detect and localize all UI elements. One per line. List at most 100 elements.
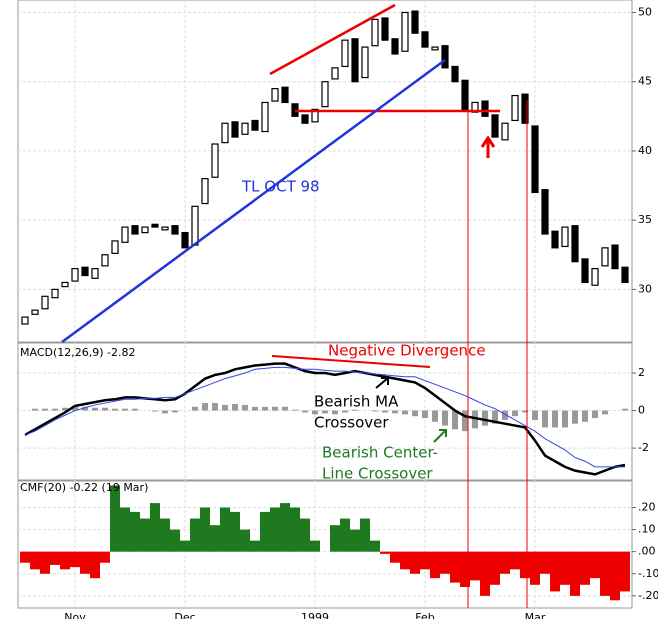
histogram-bar bbox=[172, 410, 178, 413]
panel-frame bbox=[17, 342, 633, 481]
candle bbox=[271, 88, 279, 102]
y-tick-label: 30 bbox=[638, 282, 652, 295]
histogram-bar bbox=[62, 407, 68, 411]
cmf-bar bbox=[30, 551, 40, 570]
candle bbox=[481, 100, 489, 117]
cmf-bar bbox=[440, 551, 450, 574]
candle bbox=[331, 67, 339, 80]
candle bbox=[341, 39, 349, 68]
panel-label: CMF(20) -0.22 (19 Mar) bbox=[20, 481, 148, 494]
cmf-bar bbox=[500, 551, 510, 574]
histogram-bar bbox=[192, 406, 198, 411]
cmf-bar bbox=[550, 551, 560, 592]
cmf-bar bbox=[240, 529, 250, 552]
cmf-bar bbox=[130, 511, 140, 552]
candle bbox=[61, 281, 69, 288]
arrow bbox=[375, 377, 389, 389]
candle bbox=[261, 101, 269, 133]
cmf-bar bbox=[540, 551, 550, 574]
cmf-bar bbox=[200, 507, 210, 552]
cmf-bar bbox=[260, 511, 270, 552]
histogram-bar bbox=[272, 406, 278, 411]
x-tick-label: Mar bbox=[525, 611, 546, 619]
cmf-bar bbox=[100, 551, 110, 563]
candle bbox=[241, 122, 249, 135]
candle bbox=[311, 108, 319, 123]
histogram-bar bbox=[382, 410, 388, 413]
cmf-bar bbox=[450, 551, 460, 583]
histogram-bar bbox=[32, 408, 38, 411]
cmf-bar bbox=[430, 551, 440, 579]
cmf-bar bbox=[490, 551, 500, 585]
histogram-bar bbox=[242, 404, 248, 411]
histogram-bar bbox=[312, 410, 318, 415]
histogram-bar bbox=[82, 406, 88, 411]
candle bbox=[541, 189, 549, 235]
arrow bbox=[480, 135, 496, 158]
panel-frame bbox=[17, 480, 633, 609]
histogram-bar bbox=[402, 410, 408, 415]
candle bbox=[31, 309, 39, 315]
annotation: Bearish Center- bbox=[322, 444, 438, 462]
cmf-bar bbox=[520, 551, 530, 579]
candle bbox=[381, 17, 389, 41]
candle bbox=[521, 93, 529, 124]
cmf-bar bbox=[360, 518, 370, 552]
candle bbox=[71, 268, 79, 282]
histogram-bar bbox=[202, 403, 208, 411]
annotation-lines bbox=[61, 3, 528, 608]
cmf-bar bbox=[330, 525, 340, 552]
cmf-bar bbox=[220, 507, 230, 552]
cmf-bar bbox=[280, 503, 290, 552]
candle bbox=[401, 11, 409, 52]
candle bbox=[451, 65, 459, 83]
histogram-bar bbox=[492, 410, 498, 424]
cmf-bar bbox=[40, 551, 50, 574]
histogram-bar bbox=[372, 410, 378, 412]
candle bbox=[491, 114, 499, 138]
candle bbox=[161, 226, 169, 231]
candle bbox=[581, 258, 589, 284]
candle bbox=[101, 254, 109, 267]
y-tick-label: -.20 bbox=[638, 589, 658, 602]
y-tick-label: .10 bbox=[638, 523, 656, 536]
y-tick-label: .20 bbox=[638, 501, 656, 514]
candle bbox=[351, 38, 359, 83]
histogram-bar bbox=[162, 410, 168, 414]
candle bbox=[231, 121, 239, 138]
candle bbox=[211, 143, 219, 178]
macd-line bbox=[24, 362, 626, 476]
candle bbox=[601, 247, 609, 267]
cmf-bar bbox=[90, 551, 100, 579]
histogram-bar bbox=[522, 410, 528, 413]
histogram-bar bbox=[532, 410, 538, 420]
candle bbox=[81, 266, 89, 277]
cmf-bar bbox=[590, 551, 600, 579]
histogram-bar bbox=[512, 410, 518, 417]
histogram-bar bbox=[72, 405, 78, 411]
cmf-bar bbox=[560, 551, 570, 585]
histogram-bar bbox=[92, 407, 98, 411]
histogram-bar bbox=[422, 410, 428, 419]
annotation: Negative Divergence bbox=[328, 342, 486, 360]
trend-line bbox=[61, 58, 446, 344]
cmf-bar bbox=[470, 551, 480, 581]
candle bbox=[181, 232, 189, 249]
cmf-bar bbox=[180, 540, 190, 552]
y-tick-label: 35 bbox=[638, 213, 652, 226]
histogram-bar bbox=[212, 403, 218, 411]
histogram-bar bbox=[332, 410, 338, 415]
candle bbox=[221, 122, 229, 144]
candle bbox=[571, 225, 579, 263]
y-tick-label: 45 bbox=[638, 75, 652, 88]
histogram-bar bbox=[622, 408, 628, 411]
candle bbox=[171, 225, 179, 235]
cmf-bar bbox=[20, 551, 30, 563]
histogram-bar bbox=[572, 410, 578, 424]
histogram-bar bbox=[562, 410, 568, 428]
histogram-bar bbox=[292, 409, 298, 411]
cmf-bar bbox=[510, 551, 520, 570]
panel-frame bbox=[17, 0, 633, 343]
cmf-bar bbox=[50, 551, 60, 565]
cmf-bar bbox=[210, 525, 220, 552]
